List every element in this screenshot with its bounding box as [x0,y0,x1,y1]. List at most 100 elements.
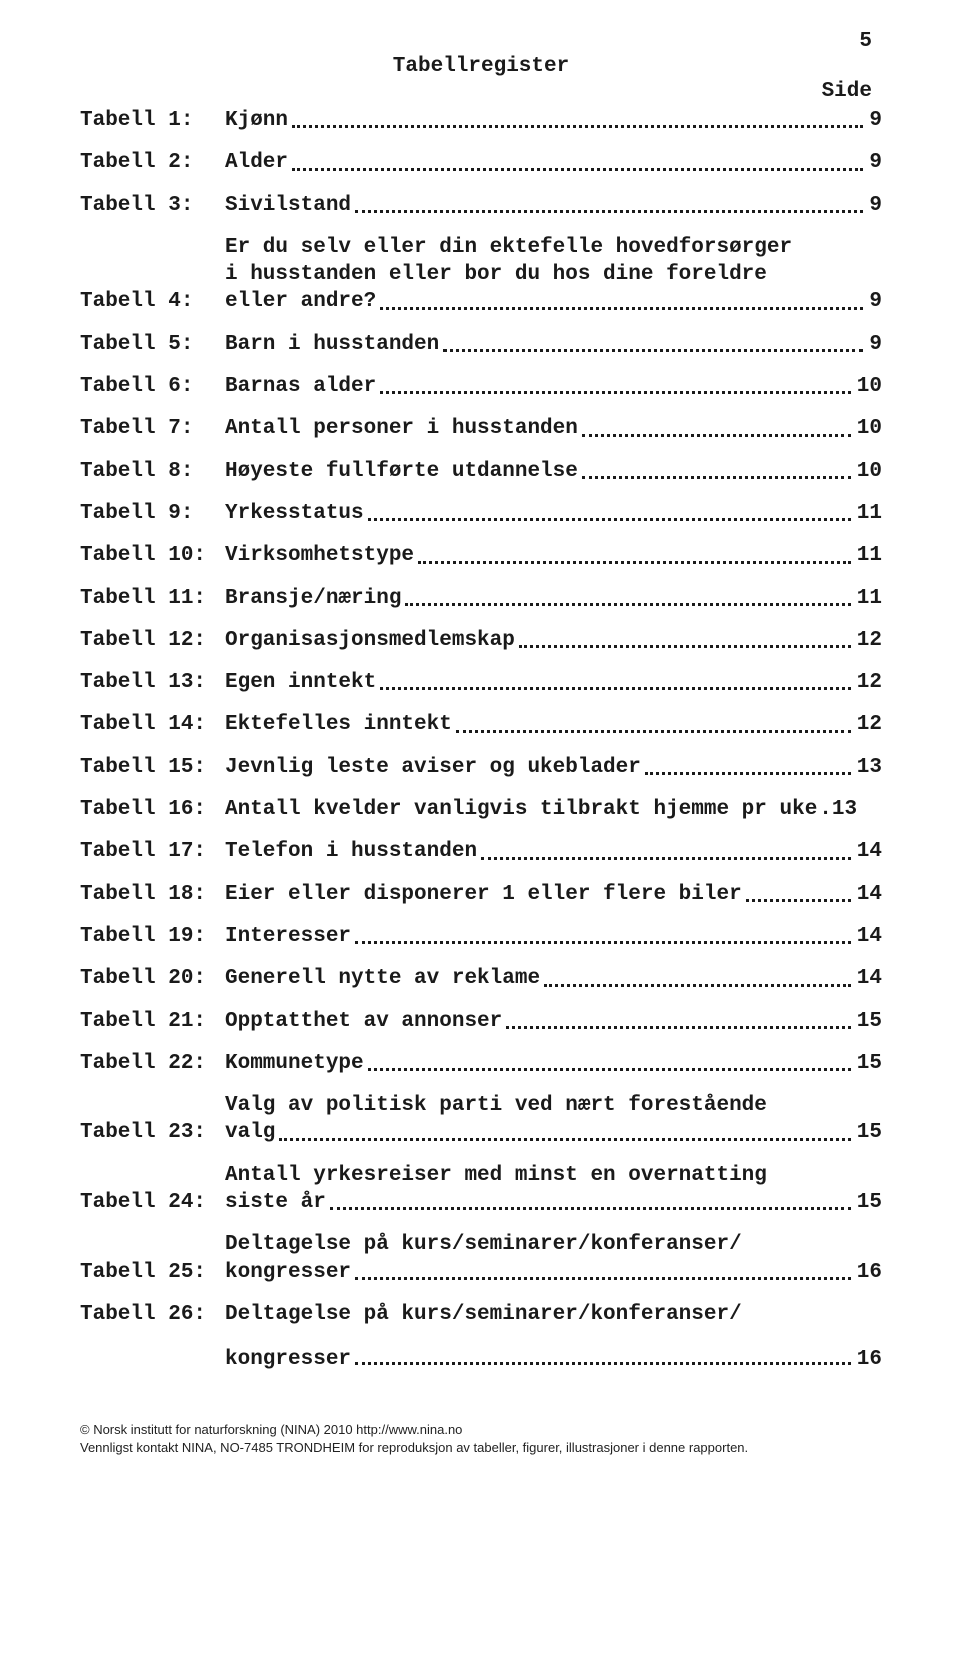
toc-text: eller andre? [225,288,376,315]
toc-label: Tabell 7: [80,415,225,442]
toc-text: Alder [225,149,288,176]
toc-dots [405,603,850,606]
toc-entry: Tabell 22:Kommunetype15 [80,1050,882,1077]
toc-entry: Tabell 13:Egen inntekt12 [80,669,882,696]
toc-page: 11 [855,542,882,569]
toc-page: 16 [855,1348,882,1371]
toc-entry: Tabell 8:Høyeste fullførte utdannelse10 [80,458,882,485]
toc-dots [368,1068,851,1071]
toc-label: Tabell 19: [80,923,225,950]
toc-entry: Tabell 23:Valg av politisk parti ved nær… [80,1092,882,1147]
toc-text: Virksomhetstype [225,542,414,569]
toc-entry: Tabell 6:Barnas alder10 [80,373,882,400]
toc-dots [355,941,851,944]
toc-label: Tabell 26: [80,1301,225,1328]
toc-label: Tabell 1: [80,107,225,134]
toc-page: 15 [855,1050,882,1077]
toc-text: Høyeste fullførte utdannelse [225,458,578,485]
toc-label: Tabell 2: [80,149,225,176]
toc-text: i husstanden eller bor du hos dine forel… [225,261,882,288]
toc-page: 14 [855,923,882,950]
toc-label: Tabell 23: [80,1119,225,1146]
toc-text: Barn i husstanden [225,331,439,358]
toc-entry: Tabell 16:Antall kvelder vanligvis tilbr… [80,796,882,823]
footer-line-2: Vennligst kontakt NINA, NO-7485 TRONDHEI… [80,1439,882,1457]
toc-page: 12 [855,711,882,738]
toc-dots [582,476,851,479]
toc-dots [506,1026,851,1029]
toc-dots [355,1277,851,1280]
side-heading: Side [80,80,882,103]
toc-label: Tabell 8: [80,458,225,485]
toc-text: kongresser [225,1348,351,1371]
toc-label: Tabell 20: [80,965,225,992]
toc-page: 13 [855,754,882,781]
toc-page: 16 [855,1259,882,1286]
toc-entry: Tabell 21:Opptatthet av annonser15 [80,1008,882,1035]
toc-dots [355,210,863,213]
toc-entry: Tabell 9:Yrkesstatus11 [80,500,882,527]
toc-dots [330,1207,851,1210]
toc-text: Telefon i husstanden [225,838,477,865]
toc-dots [292,168,863,171]
toc-page: 12 [855,627,882,654]
toc-dots [519,645,851,648]
page-title: Tabellregister [80,55,882,78]
toc-page: 14 [855,965,882,992]
toc-entry: Tabell 26:Deltagelse på kurs/seminarer/k… [80,1301,882,1328]
toc-text: siste år [225,1189,326,1216]
toc-label: Tabell 13: [80,669,225,696]
toc-text: Kjønn [225,107,288,134]
toc-label: Tabell 10: [80,542,225,569]
toc-text: Ektefelles inntekt [225,711,452,738]
toc-text: Jevnlig leste aviser og ukeblader [225,754,641,781]
toc-text: Deltagelse på kurs/seminarer/konferanser… [225,1301,742,1328]
toc-dots [368,518,851,521]
toc-label: Tabell 6: [80,373,225,400]
toc-text: Bransje/næring [225,585,401,612]
toc-page: 14 [855,881,882,908]
toc-entry: Tabell 7:Antall personer i husstanden10 [80,415,882,442]
toc-text: Valg av politisk parti ved nært foreståe… [225,1092,882,1119]
toc-label: Tabell 4: [80,288,225,315]
toc-dots [380,307,863,310]
toc-page: 10 [855,415,882,442]
toc-text: Sivilstand [225,192,351,219]
toc-label: Tabell 25: [80,1259,225,1286]
toc-label: Tabell 14: [80,711,225,738]
toc-entry-trailing: kongresser 16 [80,1348,882,1371]
toc-label: Tabell 9: [80,500,225,527]
toc-text: Yrkesstatus [225,500,364,527]
toc-label: Tabell 12: [80,627,225,654]
toc-label: Tabell 21: [80,1008,225,1035]
toc-entry: Tabell 17:Telefon i husstanden14 [80,838,882,865]
toc-text: Egen inntekt [225,669,376,696]
toc-entry: Tabell 3:Sivilstand9 [80,192,882,219]
toc-page: 15 [855,1119,882,1146]
toc-text: Eier eller disponerer 1 eller flere bile… [225,881,742,908]
toc-entry: Tabell 25:Deltagelse på kurs/seminarer/k… [80,1231,882,1286]
toc-dots [645,772,851,775]
toc-text: Organisasjonsmedlemskap [225,627,515,654]
toc-dots [582,434,851,437]
table-of-contents: Tabell 1:Kjønn9Tabell 2:Alder9Tabell 3:S… [80,107,882,1328]
toc-text: Generell nytte av reklame [225,965,540,992]
toc-dots [355,1362,851,1365]
toc-entry: Tabell 19:Interesser 14 [80,923,882,950]
toc-text: Opptatthet av annonser [225,1008,502,1035]
toc-text: kongresser [225,1259,351,1286]
toc-text: Barnas alder [225,373,376,400]
toc-entry: Tabell 18:Eier eller disponerer 1 eller … [80,881,882,908]
toc-page: 11 [855,585,882,612]
toc-label: Tabell 11: [80,585,225,612]
toc-text: Deltagelse på kurs/seminarer/konferanser… [225,1231,882,1258]
toc-label: Tabell 22: [80,1050,225,1077]
toc-text: valg [225,1119,275,1146]
toc-page: 9 [867,149,882,176]
toc-dots [418,561,851,564]
footer-line-1: © Norsk institutt for naturforskning (NI… [80,1421,882,1439]
toc-text: Er du selv eller din ektefelle hovedfors… [225,234,882,261]
toc-dots [746,899,851,902]
toc-text: Interesser [225,923,351,950]
toc-entry: Tabell 20:Generell nytte av reklame 14 [80,965,882,992]
